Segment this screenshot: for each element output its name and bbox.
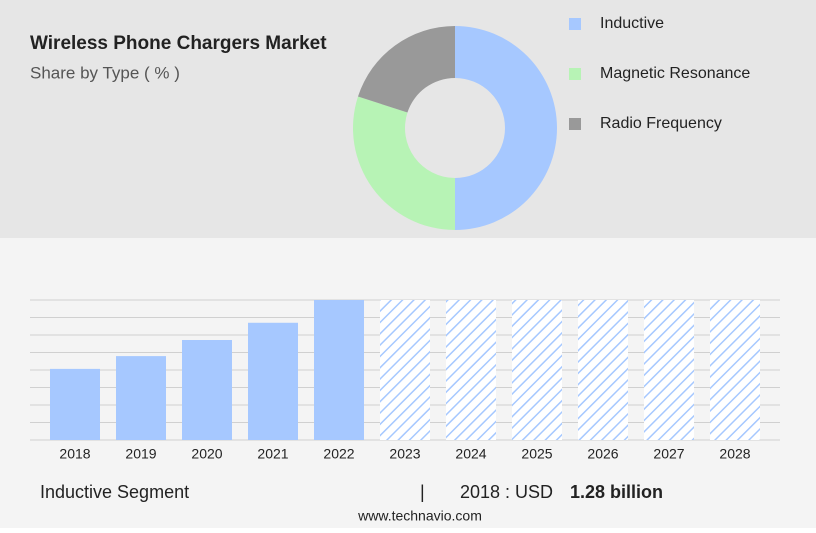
- donut-slice: [455, 26, 557, 230]
- x-tick-label: 2026: [587, 446, 618, 462]
- x-tick-label: 2020: [191, 446, 222, 462]
- x-tick-label: 2021: [257, 446, 288, 462]
- bar: [248, 322, 298, 440]
- x-tick-label: 2024: [455, 446, 486, 462]
- forecast-bar: [710, 300, 760, 440]
- forecast-bar: [380, 300, 430, 440]
- x-tick-label: 2022: [323, 446, 354, 462]
- chart-title: Wireless Phone Chargers Market: [30, 33, 327, 54]
- x-tick-label: 2025: [521, 446, 552, 462]
- legend-swatch: [569, 68, 581, 80]
- forecast-bar: [578, 300, 628, 440]
- bar: [182, 340, 232, 440]
- source: www.technavio.com: [357, 508, 482, 524]
- forecast-bar: [512, 300, 562, 440]
- legend-swatch: [569, 118, 581, 130]
- x-tick-label: 2018: [59, 446, 90, 462]
- legend-label: Radio Frequency: [600, 115, 722, 132]
- donut-slice: [357, 26, 455, 113]
- x-tick-label: 2019: [125, 446, 156, 462]
- bar: [314, 300, 364, 440]
- bar: [50, 368, 100, 440]
- legend-label: Magnetic Resonance: [600, 65, 750, 82]
- x-tick-label: 2028: [719, 446, 750, 462]
- forecast-bar: [644, 300, 694, 440]
- donut-slice: [353, 96, 455, 230]
- segment-title: Inductive Segment: [40, 482, 189, 502]
- value-prefix: 2018 : USD: [460, 482, 553, 502]
- x-tick-label: 2027: [653, 446, 684, 462]
- separator: |: [420, 482, 425, 502]
- bar: [116, 356, 166, 440]
- forecast-bar: [446, 300, 496, 440]
- value-label: 1.28 billion: [570, 482, 663, 502]
- legend-swatch: [569, 18, 581, 30]
- x-tick-label: 2023: [389, 446, 420, 462]
- chart-subtitle: Share by Type ( % ): [30, 63, 180, 82]
- legend-label: Inductive: [600, 15, 664, 32]
